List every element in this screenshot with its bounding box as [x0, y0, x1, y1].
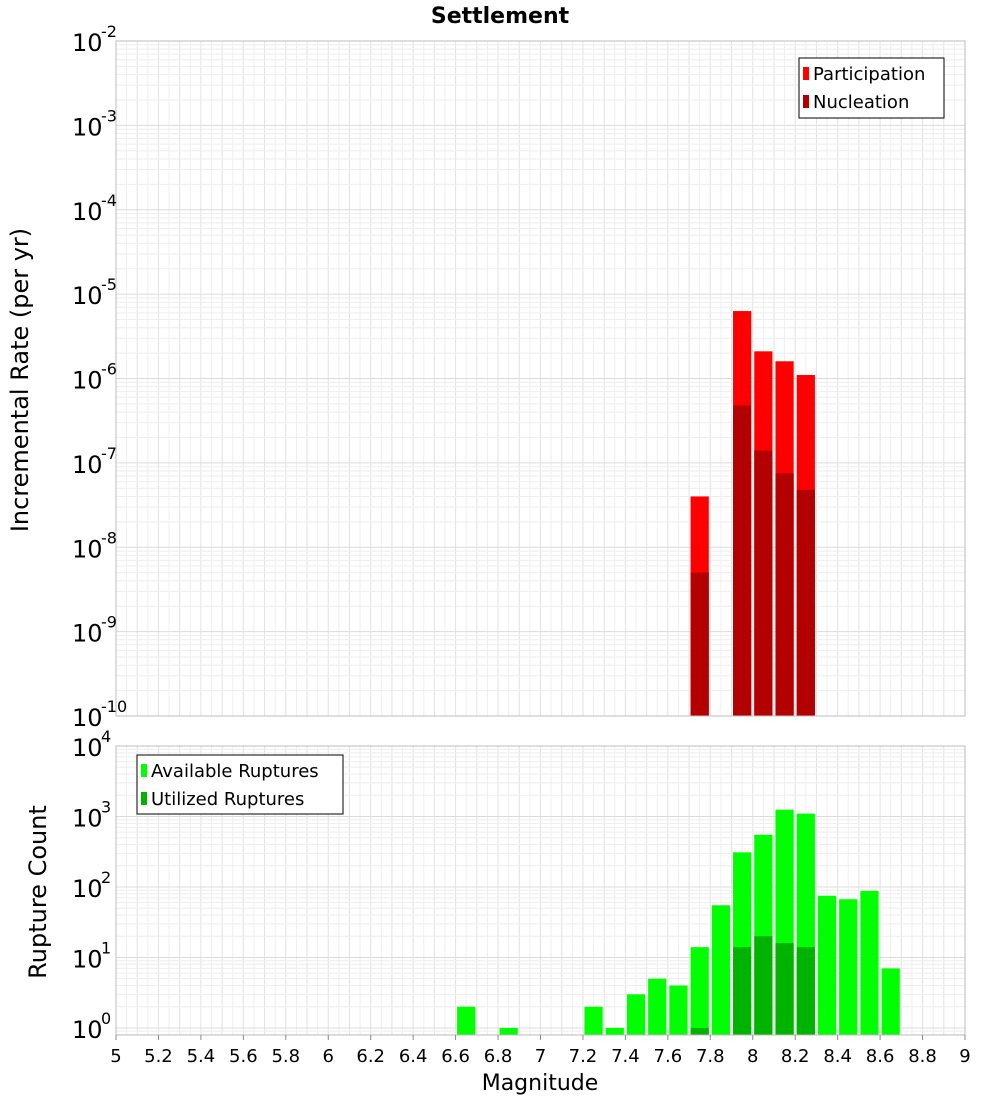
y-tick-label-exponent: -5 — [101, 275, 117, 294]
y-axis-label: Rupture Count — [24, 805, 52, 979]
x-tick-label: 7.4 — [611, 1046, 640, 1067]
legend-label: Nucleation — [813, 92, 909, 113]
x-tick-label: 8.4 — [823, 1046, 852, 1067]
x-tick-label: 6.2 — [356, 1046, 385, 1067]
y-tick-label-base: 10 — [72, 282, 103, 310]
x-tick-label: 7 — [535, 1046, 546, 1067]
y-tick-label-base: 10 — [72, 29, 103, 57]
bar-nucleation — [754, 450, 773, 716]
bar-available-ruptures — [711, 905, 731, 1035]
bar-available-ruptures — [457, 1006, 476, 1035]
bar-nucleation — [733, 405, 752, 716]
bar-available-ruptures — [669, 985, 688, 1035]
y-tick-label-exponent: -8 — [101, 528, 117, 547]
y-tick-label-exponent: 1 — [101, 938, 111, 957]
legend-swatch — [141, 792, 147, 805]
bar-available-ruptures — [605, 1027, 624, 1035]
legend-label: Available Ruptures — [151, 761, 319, 782]
bar-available-ruptures — [860, 890, 879, 1035]
x-tick-label: 5.8 — [271, 1046, 300, 1067]
legend: Available Ruptures Utilized Ruptures — [136, 754, 344, 815]
x-tick-label: 8.2 — [781, 1046, 810, 1067]
bar-utilized-ruptures — [775, 943, 794, 1035]
y-tick-label-base: 10 — [72, 1016, 103, 1044]
x-axis: 5 5.2 5.4 5.6 5.8 6 6.2 6.4 6.6 6.8 7 7.2 7.4 7.6 7.8 8… — [110, 1035, 971, 1067]
legend-box — [798, 57, 945, 119]
y-tick-label-base: 10 — [72, 945, 103, 973]
bar-available-ruptures — [499, 1027, 518, 1035]
x-tick-label: 6.8 — [484, 1046, 513, 1067]
legend-swatch — [141, 764, 147, 777]
bar-available-ruptures — [648, 978, 667, 1035]
y-tick-label-base: 10 — [72, 113, 103, 141]
legend-label: Participation — [813, 64, 925, 85]
x-tick-label: 8.8 — [908, 1046, 937, 1067]
bar-nucleation — [690, 572, 709, 716]
x-tick-label: 5.2 — [144, 1046, 173, 1067]
x-tick-label: 6.4 — [399, 1046, 428, 1067]
chart-title: Settlement — [431, 4, 570, 29]
bar-available-ruptures — [626, 994, 646, 1035]
plot-border — [115, 40, 966, 717]
y-tick-label-base: 10 — [72, 367, 103, 395]
y-tick-label-exponent: 3 — [101, 797, 111, 816]
x-tick-label: 6.6 — [441, 1046, 470, 1067]
y-tick-label-exponent: -3 — [101, 106, 117, 125]
legend: Participation Nucleation — [798, 57, 945, 119]
x-tick-label: 7.6 — [654, 1046, 683, 1067]
legend-box — [136, 754, 344, 815]
y-tick-label-exponent: -6 — [101, 360, 117, 379]
bar-available-ruptures — [690, 947, 709, 1035]
x-tick-label: 5 — [110, 1046, 121, 1067]
bar-nucleation — [775, 473, 794, 716]
y-axis-label: Incremental Rate (per yr) — [6, 228, 34, 532]
bar-available-ruptures — [881, 968, 900, 1035]
y-tick-label-exponent: -2 — [101, 22, 117, 41]
y-tick-label-exponent: -9 — [101, 613, 117, 632]
bar-utilized-ruptures — [754, 936, 773, 1035]
bar-available-ruptures — [839, 899, 858, 1035]
y-tick-label-base: 10 — [72, 875, 103, 903]
y-tick-label-exponent: -10 — [101, 697, 127, 716]
rate-panel: 10-1010-910-810-710-610-510-410-310-2Inc… — [6, 22, 966, 732]
x-tick-label: 5.6 — [229, 1046, 258, 1067]
x-tick-label: 9 — [959, 1046, 970, 1067]
y-tick-label-exponent: 0 — [101, 1009, 111, 1028]
y-tick-label-exponent: 2 — [101, 868, 111, 887]
x-tick-label: 8.6 — [866, 1046, 895, 1067]
legend-swatch — [803, 95, 809, 108]
y-tick-label-exponent: -7 — [101, 444, 117, 463]
bar-utilized-ruptures — [733, 947, 752, 1035]
legend-label: Utilized Ruptures — [151, 789, 304, 810]
x-axis-label: Magnitude — [482, 1071, 599, 1096]
x-tick-label: 8 — [747, 1046, 758, 1067]
legend-swatch — [803, 67, 809, 80]
bar-available-ruptures — [817, 895, 837, 1035]
y-tick-label-exponent: -4 — [101, 191, 117, 210]
y-tick-label-base: 10 — [72, 198, 103, 226]
x-tick-label: 6 — [323, 1046, 334, 1067]
bar-nucleation — [796, 489, 815, 716]
y-tick-label-base: 10 — [72, 535, 103, 563]
bar-utilized-ruptures — [796, 947, 815, 1035]
y-tick-label-base: 10 — [72, 704, 103, 732]
x-tick-label: 7.2 — [569, 1046, 598, 1067]
y-tick-label-base: 10 — [72, 734, 103, 762]
bar-available-ruptures — [584, 1006, 603, 1035]
y-tick-label-base: 10 — [72, 451, 103, 479]
x-tick-label: 7.8 — [696, 1046, 725, 1067]
y-tick-label-base: 10 — [72, 804, 103, 832]
bar-utilized-ruptures — [690, 1027, 709, 1035]
y-tick-label-exponent: 4 — [101, 727, 111, 746]
x-tick-label: 5.4 — [187, 1046, 216, 1067]
y-tick-label-base: 10 — [72, 620, 103, 648]
